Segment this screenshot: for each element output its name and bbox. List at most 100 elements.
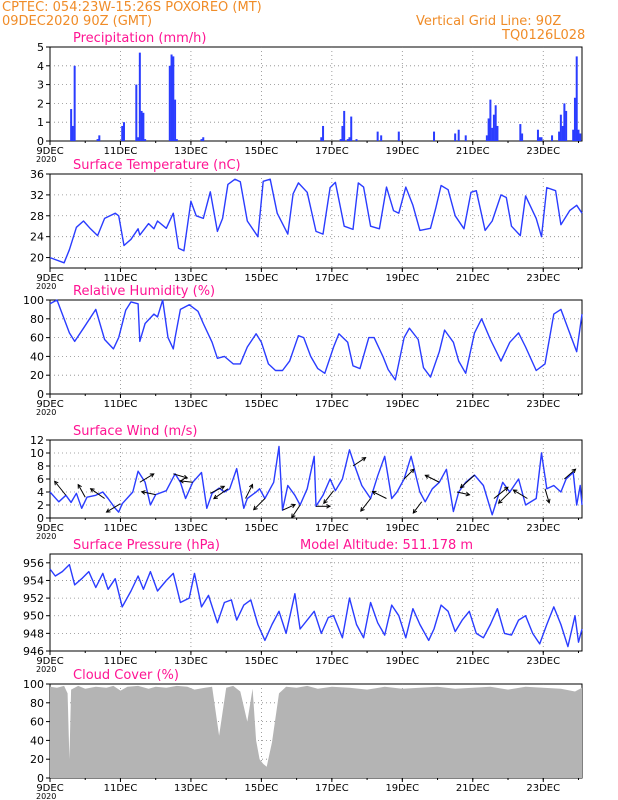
- humidity-xtick-label: 19DEC: [385, 399, 419, 410]
- temperature-ytick-label: 28: [30, 210, 44, 223]
- temperature-xtick-label: 13DEC: [174, 273, 208, 284]
- humidity-frame: [49, 299, 583, 395]
- cloud-cover-xtick-label: 17DEC: [315, 783, 349, 794]
- precipitation-bar: [487, 118, 490, 141]
- wind-vector: [173, 473, 188, 479]
- wind-vector-head: [291, 503, 297, 509]
- wind-vector-head: [326, 503, 332, 509]
- wind-vector: [498, 491, 511, 504]
- pressure-series-line: [49, 563, 583, 648]
- precipitation-bar: [492, 114, 495, 141]
- wind-vector: [513, 489, 528, 499]
- cloud-cover-area: [50, 685, 582, 778]
- precipitation-ytick-label: 3: [37, 79, 44, 92]
- cloud-cover-xtick-label: 23DEC: [526, 783, 560, 794]
- temperature-xtick-label: 21DEC: [456, 273, 490, 284]
- precipitation-bar: [202, 137, 205, 141]
- wind-vector-head: [371, 490, 377, 496]
- wind-vector: [141, 491, 156, 496]
- wind-vector-head: [213, 494, 218, 500]
- wind-vector: [77, 484, 86, 498]
- wind-vector-head: [54, 480, 59, 486]
- wind-vector-head: [105, 508, 111, 513]
- pressure-ytick-label: 952: [23, 592, 44, 605]
- temperature-series-line: [49, 178, 583, 264]
- pressure-xtick-label: 11DEC: [104, 656, 138, 667]
- wind-vector-head: [179, 478, 184, 484]
- precipitation-bar: [538, 137, 541, 141]
- cloud-cover-xtick-label: 19DEC: [385, 783, 419, 794]
- precipitation-bar: [355, 139, 358, 141]
- precipitation-bar: [98, 135, 101, 141]
- cloud-cover-xtick-label: 11DEC: [104, 783, 138, 794]
- wind-vector-head: [459, 483, 465, 489]
- temperature-xtick-label: 15DEC: [245, 273, 279, 284]
- wind-vector: [213, 488, 229, 499]
- precipitation-xtick-label: 9DEC: [36, 146, 63, 157]
- precipitation-bar: [454, 133, 457, 141]
- cloud-cover-xtick-label: 21DEC: [456, 783, 490, 794]
- temperature-xtick-label: 19DEC: [385, 273, 419, 284]
- precipitation-bar: [485, 135, 488, 141]
- cloud-cover-xtick-label: 9DEC: [36, 783, 63, 794]
- wind-vector-head: [291, 513, 296, 519]
- precipitation-bar: [573, 97, 576, 141]
- wind-vector: [403, 468, 415, 480]
- precipitation-bar: [343, 110, 346, 141]
- precipitation-bar: [561, 125, 564, 141]
- wind-vector: [360, 498, 372, 512]
- wind-vector-head: [89, 488, 95, 493]
- pressure-xtick-label: 23DEC: [526, 656, 560, 667]
- temperature-ytick-label: 32: [30, 189, 44, 202]
- wind-vector: [456, 491, 470, 496]
- wind-vector: [253, 498, 266, 511]
- precipitation-bar: [558, 131, 561, 141]
- precipitation-ytick-label: 2: [37, 97, 44, 110]
- precipitation-xtick-label: 19DEC: [385, 146, 419, 157]
- wind-vector: [282, 504, 296, 511]
- precipitation-bar: [320, 137, 323, 141]
- wind-vector-head: [546, 498, 551, 504]
- wind-vector-head: [149, 473, 155, 478]
- temperature-xtick-label: 11DEC: [104, 273, 138, 284]
- humidity-xtick-label: 9DEC: [36, 399, 63, 410]
- humidity-ytick-label: 40: [30, 350, 44, 363]
- precipitation-bar: [572, 129, 575, 141]
- pressure-xtick-label: 15DEC: [245, 656, 279, 667]
- precipitation-bar: [135, 84, 138, 141]
- precipitation-bar: [144, 139, 147, 141]
- precipitation-bar: [519, 124, 522, 141]
- temperature-xtick-label: 23DEC: [526, 273, 560, 284]
- cloud-cover-ytick-label: 80: [30, 697, 44, 710]
- cloud-cover-xtick-label: 13DEC: [174, 783, 208, 794]
- humidity-xtick-label: 13DEC: [174, 399, 208, 410]
- cloud-cover-title: Cloud Cover (%): [73, 668, 179, 683]
- precipitation-bar: [140, 110, 143, 141]
- precipitation-bar: [70, 109, 73, 141]
- pressure-xtick-label: 21DEC: [456, 656, 490, 667]
- humidity-series-line: [49, 299, 583, 381]
- pressure-frame: [49, 553, 583, 652]
- wind-year-label: 2020: [36, 532, 56, 541]
- wind-vector-head: [512, 489, 518, 494]
- precipitation-bar: [489, 99, 492, 141]
- pressure-ytick-label: 954: [23, 574, 44, 587]
- precipitation-bar: [536, 129, 539, 141]
- cloud-cover-year-label: 2020: [36, 792, 56, 800]
- precipitation-bar: [71, 125, 74, 141]
- pressure-subtitle: Model Altitude: 511.178 m: [300, 538, 473, 553]
- pressure-xtick-label: 19DEC: [385, 656, 419, 667]
- wind-vector-head: [571, 468, 577, 474]
- precipitation-bar: [348, 137, 351, 141]
- humidity-ytick-label: 80: [30, 313, 44, 326]
- precipitation-ytick-label: 0: [37, 135, 44, 148]
- cloud-cover-ytick-label: 0: [37, 772, 44, 785]
- precipitation-bar: [138, 52, 141, 141]
- wind-xtick-label: 13DEC: [174, 523, 208, 534]
- precipitation-ytick-label: 4: [37, 60, 44, 73]
- humidity-ytick-label: 0: [37, 388, 44, 401]
- pressure-xtick-label: 13DEC: [174, 656, 208, 667]
- precipitation-bar: [397, 131, 400, 141]
- precipitation-bar: [170, 54, 173, 141]
- humidity-xtick-label: 15DEC: [245, 399, 279, 410]
